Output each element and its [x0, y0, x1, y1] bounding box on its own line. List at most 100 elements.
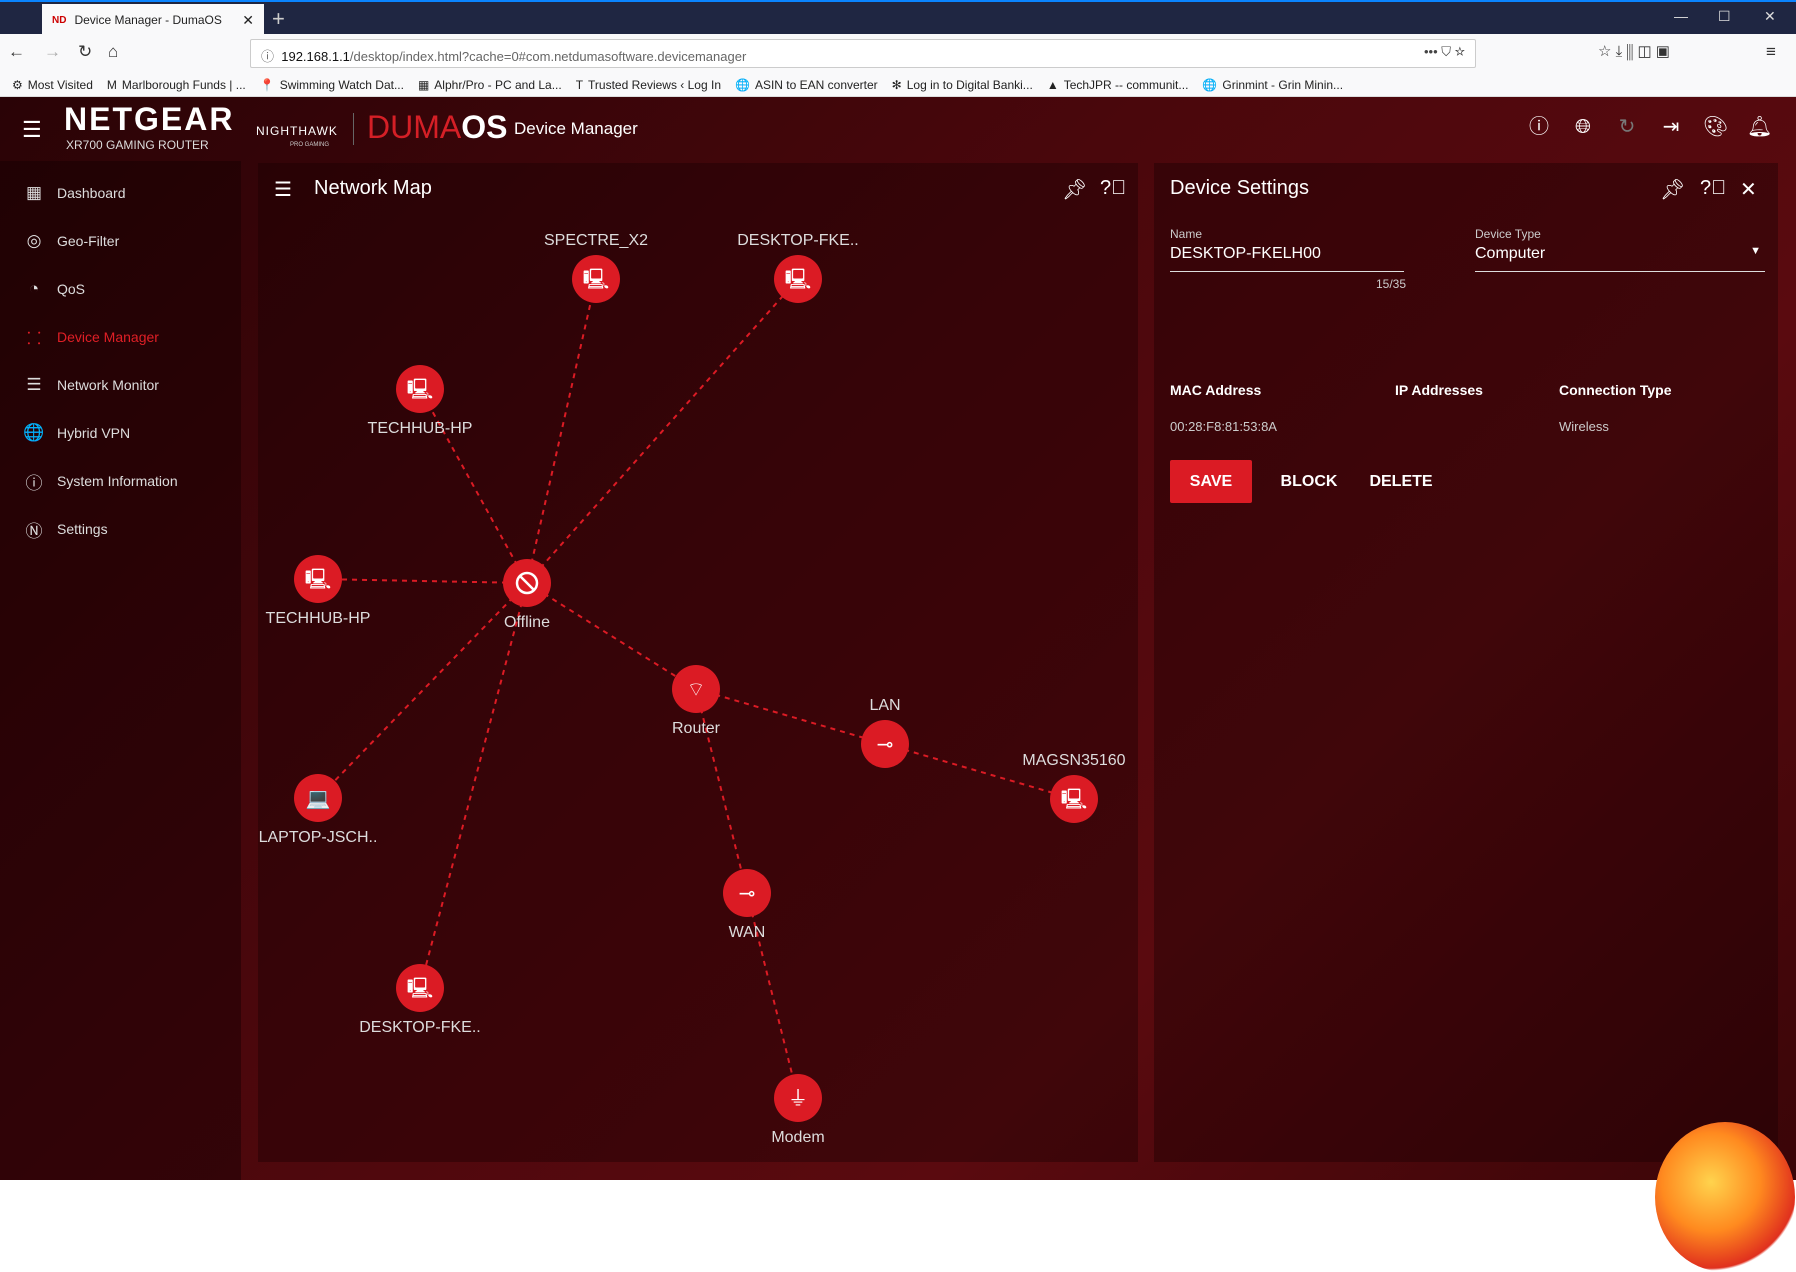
- pin-icon[interactable]: 📌︎: [1062, 179, 1088, 201]
- sidebar-item-system-information[interactable]: ⓘ System Information: [0, 461, 241, 501]
- help-icon[interactable]: ?⃝: [1100, 177, 1127, 199]
- bookmark[interactable]: M Marlborough Funds | ...: [107, 78, 246, 92]
- info-icon[interactable]: ⓘ: [1529, 116, 1549, 138]
- bookmark[interactable]: 📍 Swimming Watch Dat...: [260, 78, 404, 92]
- map-node-laptop[interactable]: 💻 LAPTOP-JSCH..: [259, 774, 378, 846]
- node-circle[interactable]: [294, 774, 342, 822]
- computer-icon: 🖳: [407, 978, 434, 1000]
- gear-icon: ⚙: [12, 77, 23, 92]
- map-node-offline[interactable]: Offline: [503, 559, 551, 631]
- close-tab-icon[interactable]: ✕: [242, 11, 254, 28]
- map-node-router[interactable]: ⌔ Router: [672, 665, 721, 737]
- node-circle[interactable]: [774, 255, 822, 303]
- bookmark[interactable]: T Trusted Reviews ‹ Log In: [576, 78, 721, 92]
- bookmark[interactable]: ▦ Alphr/Pro - PC and La...: [418, 78, 562, 92]
- restart-icon[interactable]: ↻: [1618, 116, 1636, 138]
- page-actions-icons[interactable]: ••• ⛉ ☆: [1423, 44, 1465, 59]
- library-icons[interactable]: ☆ ⤓ ⫼ ◫ ▣: [1598, 43, 1670, 60]
- map-link: [884, 743, 1075, 800]
- node-label: Router: [672, 720, 721, 737]
- system-info-icon: ⓘ: [25, 473, 43, 493]
- palette-icon[interactable]: 🎨︎: [1703, 116, 1729, 138]
- device-settings-panel: Device Settings 📌︎ ?⃝ ✕ Name DESKTOP-FKE…: [1154, 163, 1778, 1162]
- bookmark[interactable]: 🌐 Grinmint - Grin Minin...: [1202, 78, 1343, 92]
- node-label: DESKTOP-FKE..: [359, 1019, 481, 1036]
- map-node-desk2[interactable]: 🖳 DESKTOP-FKE..: [359, 964, 481, 1036]
- dashboard-icon: ▦: [25, 183, 43, 202]
- map-node-modem[interactable]: ⏚ Modem: [771, 1074, 825, 1146]
- bookmark-label: Swimming Watch Dat...: [279, 77, 404, 92]
- map-node-tech1[interactable]: 🖳 TECHHUB-HP: [368, 365, 473, 437]
- menu-icon[interactable]: ☰: [22, 117, 42, 142]
- map-node-magsn[interactable]: 🖳 MAGSN35160: [1022, 752, 1126, 823]
- network-map-panel: 🖳 SPECTRE_X2 🖳 DESKTOP-FKE.. 🖳 TECHHUB-HP Offl…: [258, 163, 1138, 1162]
- ethernet-icon: ⊸: [739, 883, 756, 905]
- node-circle[interactable]: [1050, 775, 1098, 823]
- bookmark[interactable]: ✻ Log in to Digital Banki...: [892, 78, 1033, 92]
- minimize-icon[interactable]: —: [1674, 8, 1688, 24]
- globe-icon[interactable]: 🌐︎: [1575, 116, 1591, 138]
- sidebar-item-hybrid-vpn[interactable]: 🌐 Hybrid VPN: [0, 413, 241, 453]
- block-button[interactable]: BLOCK: [1280, 472, 1338, 490]
- help-icon[interactable]: ?⃝: [1700, 177, 1727, 199]
- reload-icon[interactable]: ↻: [78, 42, 93, 61]
- node-label: SPECTRE_X2: [544, 232, 648, 249]
- name-label: Name: [1170, 227, 1203, 241]
- bell-icon[interactable]: 🔔︎: [1747, 116, 1773, 138]
- map-node-spectre[interactable]: 🖳 SPECTRE_X2: [544, 232, 648, 303]
- panel-title: Device Settings: [1170, 177, 1309, 199]
- pin-icon[interactable]: 📌︎: [1660, 179, 1686, 201]
- name-input[interactable]: DESKTOP-FKELH00: [1170, 245, 1321, 262]
- maximize-icon[interactable]: ☐: [1718, 8, 1731, 24]
- map-link: [526, 278, 799, 584]
- sidebar-item-network-monitor[interactable]: ☰ Network Monitor: [0, 365, 241, 405]
- bookmark-label: TechJPR -- communit...: [1063, 77, 1189, 92]
- sidebar-item-qos[interactable]: ◔ QoS: [0, 269, 241, 309]
- node-label: WAN: [729, 924, 766, 941]
- sidebar-item-geo-filter[interactable]: ◎ Geo-Filter: [0, 221, 241, 261]
- bookmark[interactable]: ⚙ Most Visited: [12, 78, 93, 92]
- new-tab-button[interactable]: +: [272, 6, 285, 31]
- tab-title: Device Manager - DumaOS: [74, 13, 222, 27]
- map-node-desk1[interactable]: 🖳 DESKTOP-FKE..: [737, 232, 859, 303]
- node-circle[interactable]: [774, 1074, 822, 1122]
- node-circle[interactable]: [672, 665, 720, 713]
- app-name: Device Manager: [514, 119, 638, 138]
- logout-icon[interactable]: ⇥: [1662, 116, 1680, 138]
- node-circle[interactable]: [396, 365, 444, 413]
- node-circle[interactable]: [294, 555, 342, 603]
- close-window-icon[interactable]: ✕: [1764, 8, 1776, 24]
- sidebar-item-device-manager[interactable]: ⸬ Device Manager: [0, 317, 241, 357]
- home-icon[interactable]: ⌂: [108, 42, 119, 61]
- node-label: MAGSN35160: [1022, 752, 1125, 769]
- forward-icon[interactable]: →: [44, 42, 61, 61]
- device-type-label: Device Type: [1475, 227, 1541, 241]
- globe-icon: 🌐: [1202, 77, 1218, 92]
- sidebar-item-dashboard[interactable]: ▦ Dashboard: [0, 173, 241, 213]
- node-circle[interactable]: [861, 720, 909, 768]
- map-node-tech2[interactable]: 🖳 TECHHUB-HP: [266, 555, 371, 627]
- url-bar[interactable]: ⓘ 192.168.1.1/desktop/index.html?cache=0…: [250, 39, 1476, 68]
- map-node-wan[interactable]: ⊸ WAN: [723, 869, 771, 941]
- node-label: TECHHUB-HP: [266, 610, 371, 627]
- bookmark[interactable]: 🌐 ASIN to EAN converter: [735, 78, 878, 92]
- map-node-lan[interactable]: ⊸ LAN: [861, 697, 909, 768]
- m-icon: M: [106, 77, 117, 92]
- close-icon[interactable]: ✕: [1740, 179, 1757, 201]
- panel-menu-icon[interactable]: ☰: [274, 179, 292, 201]
- bookmark[interactable]: ▲ TechJPR -- communit...: [1047, 78, 1189, 92]
- sidebar-item-settings[interactable]: Ⓝ Settings: [0, 509, 241, 549]
- qos-icon: ◔: [28, 279, 40, 298]
- bookmark-label: Most Visited: [27, 77, 93, 92]
- node-circle[interactable]: [396, 964, 444, 1012]
- browser-tab[interactable]: ND Device Manager - DumaOS ✕: [42, 4, 264, 36]
- delete-button[interactable]: DELETE: [1369, 472, 1433, 490]
- save-button[interactable]: SAVE: [1170, 460, 1252, 503]
- bank-icon: ✻: [891, 77, 902, 92]
- node-circle[interactable]: [572, 255, 620, 303]
- node-circle[interactable]: [723, 869, 771, 917]
- browser-tab-bar: ND Device Manager - DumaOS ✕ + — ☐ ✕: [0, 0, 1796, 36]
- device-type-select[interactable]: Computer ▼: [1475, 245, 1765, 263]
- menu-icon[interactable]: ≡: [1766, 42, 1776, 61]
- back-icon[interactable]: ←: [8, 42, 25, 61]
